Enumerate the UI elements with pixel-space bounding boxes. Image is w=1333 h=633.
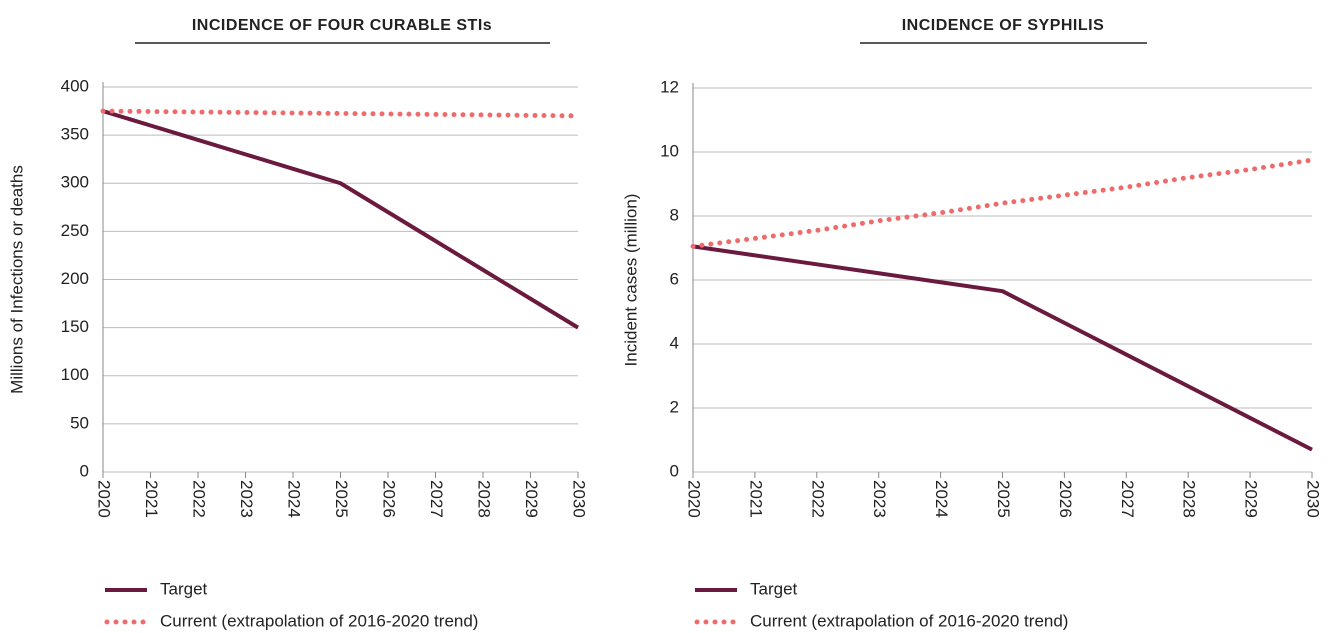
x-tick-label: 2020 <box>95 480 114 518</box>
y-tick-label: 2 <box>670 397 679 416</box>
y-tick-label: 50 <box>70 413 89 432</box>
y-axis-label: Millions of Infections or deaths <box>7 165 26 394</box>
series-line <box>100 108 581 119</box>
legend-label: Current (extrapolation of 2016-2020 tren… <box>160 611 478 630</box>
y-tick-label: 8 <box>670 205 679 224</box>
x-tick-label: 2020 <box>685 480 704 518</box>
y-tick-label: 0 <box>80 461 89 480</box>
legend-label: Target <box>160 579 208 598</box>
y-tick-label: 6 <box>670 269 679 288</box>
y-tick-label: 100 <box>61 365 89 384</box>
y-tick-label: 250 <box>61 221 89 240</box>
x-tick-label: 2026 <box>380 480 399 518</box>
x-tick-label: 2027 <box>427 480 446 518</box>
x-tick-label: 2029 <box>522 480 541 518</box>
y-axis-label: Incident cases (million) <box>621 194 640 367</box>
x-tick-label: 2030 <box>570 480 589 518</box>
x-tick-label: 2022 <box>190 480 209 518</box>
y-tick-label: 4 <box>670 333 679 352</box>
x-tick-label: 2024 <box>285 480 304 518</box>
y-tick-label: 200 <box>61 269 89 288</box>
y-tick-label: 10 <box>660 141 679 160</box>
legend-label: Target <box>750 579 798 598</box>
y-tick-label: 0 <box>670 461 679 480</box>
x-tick-label: 2023 <box>237 480 256 518</box>
x-tick-label: 2028 <box>475 480 494 518</box>
legend-label: Current (extrapolation of 2016-2020 tren… <box>750 611 1068 630</box>
x-tick-label: 2027 <box>1118 480 1137 518</box>
x-tick-label: 2023 <box>870 480 889 518</box>
series-line <box>102 109 580 330</box>
y-tick-label: 350 <box>61 125 89 144</box>
x-tick-label: 2026 <box>1056 480 1075 518</box>
y-tick-label: 150 <box>61 317 89 336</box>
x-tick-label: 2028 <box>1180 480 1199 518</box>
chart-title: INCIDENCE OF SYPHILIS <box>902 17 1105 34</box>
series-line <box>692 244 1313 452</box>
y-tick-label: 400 <box>61 76 89 95</box>
chart-title: INCIDENCE OF FOUR CURABLE STIs <box>192 17 492 34</box>
x-tick-label: 2025 <box>994 480 1013 518</box>
x-tick-label: 2030 <box>1304 480 1323 518</box>
x-tick-label: 2021 <box>142 480 161 518</box>
y-tick-label: 12 <box>660 77 679 96</box>
x-tick-label: 2021 <box>746 480 765 518</box>
x-tick-label: 2029 <box>1242 480 1261 518</box>
x-tick-label: 2024 <box>932 480 951 518</box>
x-tick-label: 2025 <box>332 480 351 518</box>
series-line <box>690 157 1315 249</box>
x-tick-label: 2022 <box>808 480 827 518</box>
y-tick-label: 300 <box>61 173 89 192</box>
